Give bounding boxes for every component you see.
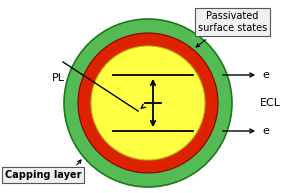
- Circle shape: [64, 19, 232, 187]
- Circle shape: [78, 33, 218, 173]
- Text: ECL: ECL: [260, 98, 281, 108]
- Text: PL: PL: [52, 73, 65, 83]
- Circle shape: [91, 46, 205, 160]
- Text: Passivated
surface states: Passivated surface states: [198, 11, 267, 33]
- Text: e: e: [262, 70, 269, 80]
- Text: e: e: [262, 126, 269, 136]
- Text: Capping layer: Capping layer: [5, 170, 82, 180]
